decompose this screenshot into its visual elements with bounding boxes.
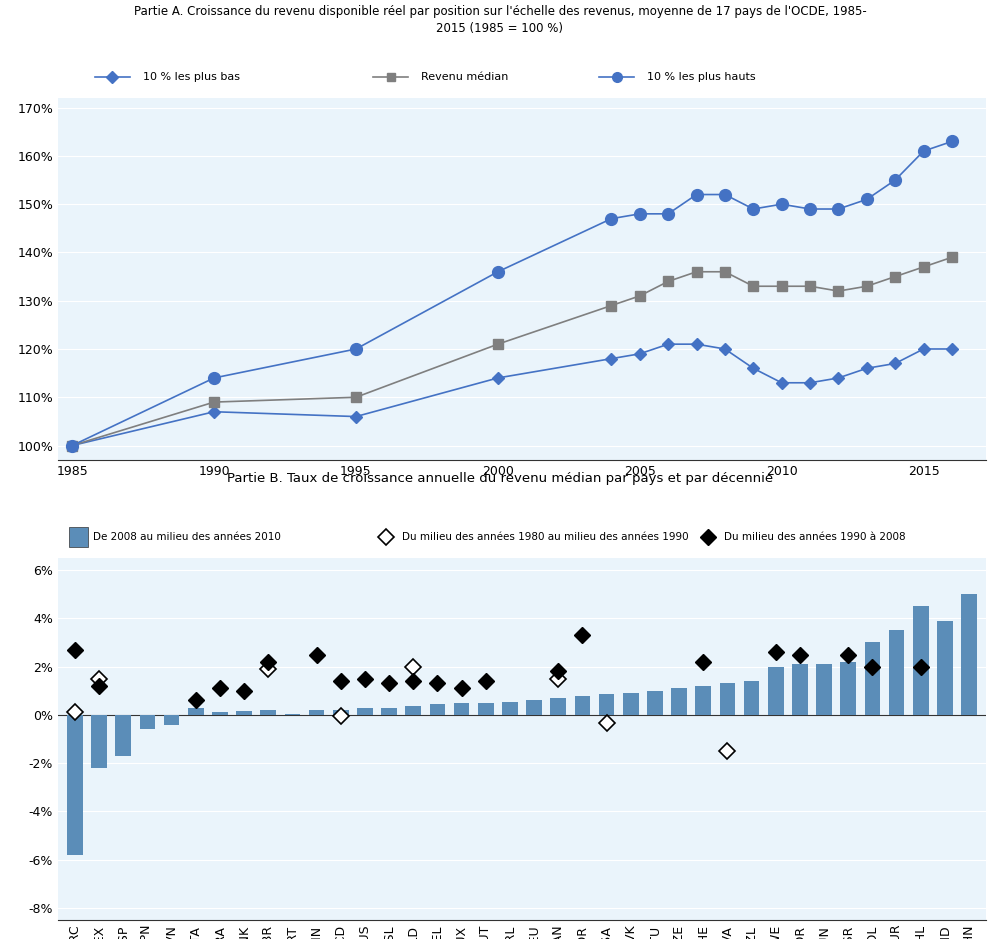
- Bar: [115, 715, 131, 756]
- Text: De 2008 au milieu des années 2010: De 2008 au milieu des années 2010: [93, 532, 281, 542]
- Bar: [430, 704, 445, 715]
- Bar: [768, 667, 784, 715]
- Bar: [840, 662, 856, 715]
- Bar: [865, 642, 880, 715]
- Bar: [647, 691, 663, 715]
- Bar: [285, 714, 300, 715]
- Text: 10 % les plus bas: 10 % les plus bas: [143, 72, 240, 82]
- Bar: [212, 713, 228, 715]
- Bar: [695, 685, 711, 715]
- Bar: [309, 710, 324, 715]
- Bar: [260, 710, 276, 715]
- Text: Partie A. Croissance du revenu disponible réel par position sur l'échelle des re: Partie A. Croissance du revenu disponibl…: [134, 5, 866, 18]
- Bar: [889, 630, 904, 715]
- Bar: [792, 664, 808, 715]
- Bar: [357, 708, 373, 715]
- Bar: [599, 694, 614, 715]
- Bar: [623, 693, 639, 715]
- Bar: [67, 715, 83, 854]
- Bar: [69, 527, 88, 547]
- Text: 10 % les plus hauts: 10 % les plus hauts: [647, 72, 756, 82]
- Bar: [913, 607, 929, 715]
- Bar: [502, 701, 518, 715]
- Bar: [381, 708, 397, 715]
- Bar: [526, 700, 542, 715]
- Text: Du milieu des années 1990 à 2008: Du milieu des années 1990 à 2008: [724, 532, 905, 542]
- Bar: [164, 715, 179, 725]
- Bar: [478, 702, 494, 715]
- Bar: [550, 698, 566, 715]
- Text: Partie B. Taux de croissance annuelle du revenu médian par pays et par décennie: Partie B. Taux de croissance annuelle du…: [227, 472, 773, 485]
- Bar: [140, 715, 155, 730]
- Bar: [188, 708, 204, 715]
- Bar: [671, 688, 687, 715]
- Text: 2015 (1985 = 100 %): 2015 (1985 = 100 %): [436, 22, 564, 35]
- Bar: [816, 664, 832, 715]
- Bar: [720, 684, 735, 715]
- Bar: [744, 681, 759, 715]
- Bar: [236, 711, 252, 715]
- Text: Revenu médian: Revenu médian: [421, 72, 508, 82]
- Bar: [937, 621, 953, 715]
- Bar: [961, 594, 977, 715]
- Text: Du milieu des années 1980 au milieu des années 1990: Du milieu des années 1980 au milieu des …: [402, 532, 689, 542]
- Bar: [575, 696, 590, 715]
- Bar: [454, 702, 469, 715]
- Bar: [91, 715, 107, 768]
- Bar: [333, 710, 349, 715]
- Bar: [405, 706, 421, 715]
